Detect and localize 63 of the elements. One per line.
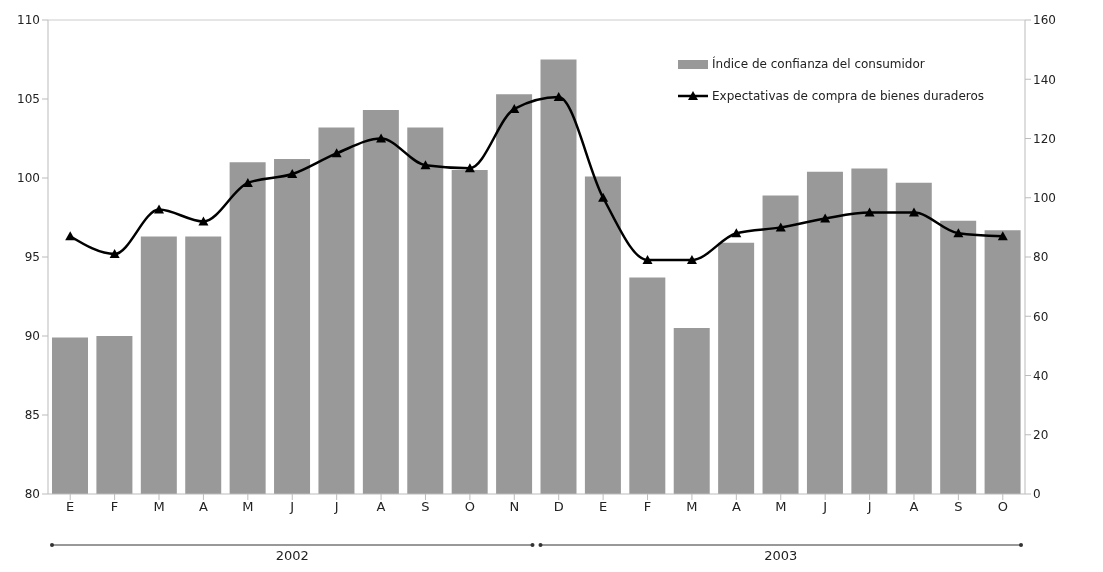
- point: [154, 204, 165, 214]
- y2-tick-label: 120: [1033, 131, 1056, 146]
- legend-label: Expectativas de compra de bienes duraderos: [712, 89, 985, 103]
- x-tick-label: J: [289, 499, 295, 515]
- x-tick-label: A: [198, 499, 208, 515]
- y-tick-label: 105: [17, 92, 40, 107]
- x-tick-label: M: [242, 499, 254, 515]
- point: [953, 228, 964, 238]
- y2-tick-label: 160: [1033, 13, 1056, 28]
- point: [775, 222, 786, 232]
- x-tick-label: S: [954, 499, 963, 515]
- point: [376, 133, 387, 143]
- text: 2003: [764, 548, 798, 563]
- legend-label: Índice de confianza del consumidor: [712, 57, 925, 71]
- point: [464, 163, 475, 173]
- x-tick-label: J: [822, 499, 828, 515]
- point: [331, 148, 342, 158]
- point: [109, 249, 120, 259]
- x-tick-label: M: [686, 499, 698, 515]
- y2-tick-label: 140: [1033, 72, 1056, 87]
- y2-tick-label: 100: [1033, 191, 1056, 206]
- x-tick-label: O: [464, 499, 475, 515]
- x-tick-label: A: [909, 499, 919, 515]
- y2-tick-label: 20: [1033, 428, 1049, 443]
- y-tick-label: 110: [17, 13, 40, 28]
- y-tick-label: 90: [24, 329, 40, 344]
- x-tick-label: M: [153, 499, 165, 515]
- point: [731, 228, 742, 238]
- y-tick-label: 95: [24, 250, 40, 265]
- point: [553, 92, 564, 102]
- x-tick-label: D: [553, 499, 564, 515]
- x-tick-label: J: [333, 499, 339, 515]
- point: [287, 169, 298, 179]
- y-tick-label: 85: [24, 408, 40, 423]
- x-tick-label: E: [66, 499, 75, 515]
- point: [65, 231, 76, 241]
- x-tick-label: F: [643, 499, 652, 515]
- point: [198, 216, 209, 226]
- y2-tick-label: 60: [1033, 309, 1049, 324]
- text: 2002: [275, 548, 309, 563]
- x-tick-label: E: [599, 499, 608, 515]
- point: [864, 207, 875, 217]
- point: [686, 254, 697, 264]
- x-tick-label: A: [376, 499, 386, 515]
- x-tick-label: M: [775, 499, 787, 515]
- x-tick-label: S: [421, 499, 430, 515]
- point: [997, 231, 1008, 241]
- x-tick-label: F: [110, 499, 119, 515]
- y2-tick-label: 80: [1033, 250, 1049, 265]
- x-tick-label: O: [997, 499, 1008, 515]
- x-tick-label: N: [509, 499, 520, 515]
- y2-tick-label: 40: [1033, 368, 1049, 383]
- y2-tick-label: 0: [1033, 487, 1041, 502]
- x-tick-label: A: [731, 499, 741, 515]
- point: [242, 177, 253, 187]
- point: [598, 192, 609, 202]
- x-tick-label: J: [866, 499, 872, 515]
- y-tick-label: 80: [24, 487, 40, 502]
- point: [908, 207, 919, 217]
- point: [509, 103, 520, 113]
- point: [420, 160, 431, 170]
- y-tick-label: 100: [17, 171, 40, 186]
- point: [642, 254, 653, 264]
